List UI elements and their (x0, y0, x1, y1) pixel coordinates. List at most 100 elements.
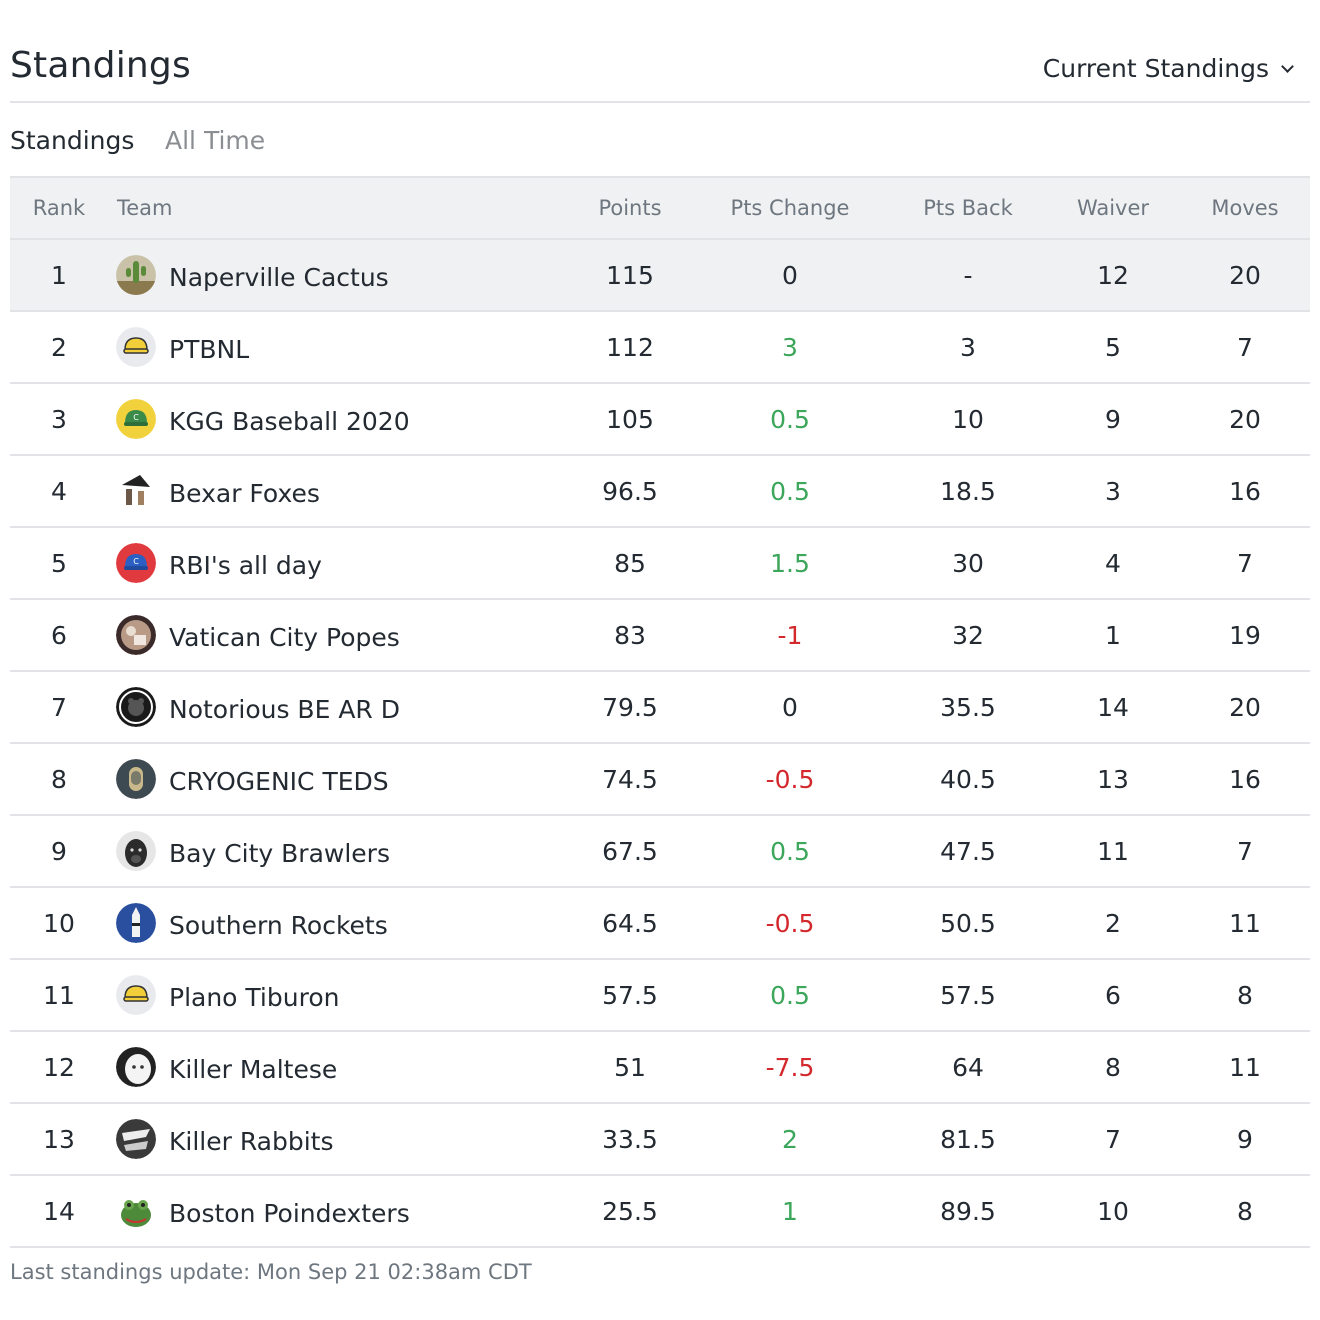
waiver-cell: 4 (1105, 548, 1121, 578)
pts-change-cell: 1 (782, 1196, 798, 1226)
table-row[interactable]: 4 Bexar Foxes 96.5 0.5 18.5 3 16 (10, 456, 1310, 528)
team-name-link[interactable]: PTBNL (169, 334, 250, 364)
table-row[interactable]: 5 C RBI's all day 85 1.5 30 4 7 (10, 528, 1310, 600)
table-row[interactable]: 2 PTBNL 112 3 3 5 7 (10, 312, 1310, 384)
rank-cell: 13 (43, 1124, 75, 1154)
team-name-link[interactable]: Plano Tiburon (169, 982, 340, 1012)
team-name-link[interactable]: Bexar Foxes (169, 478, 320, 508)
team-name-link[interactable]: Vatican City Popes (169, 622, 400, 652)
tab-all-time[interactable]: All Time (165, 126, 266, 155)
pts-change-cell: -0.5 (765, 764, 815, 794)
table-row[interactable]: 14 Boston Poindexters 25.5 1 89.5 10 8 (10, 1176, 1310, 1248)
team-name-link[interactable]: CRYOGENIC TEDS (169, 766, 389, 796)
team-cell[interactable]: Southern Rockets (116, 888, 536, 958)
table-body: 1 Naperville Cactus 115 0 - 12 20 2 PTBN… (10, 240, 1310, 1248)
waiver-cell: 13 (1097, 764, 1129, 794)
team-cell[interactable]: C RBI's all day (116, 528, 536, 598)
table-row[interactable]: 3 C KGG Baseball 2020 105 0.5 10 9 20 (10, 384, 1310, 456)
table-row[interactable]: 1 Naperville Cactus 115 0 - 12 20 (10, 240, 1310, 312)
moves-cell: 20 (1229, 692, 1261, 722)
team-cell[interactable]: Killer Rabbits (116, 1104, 536, 1174)
points-cell: 79.5 (602, 692, 658, 722)
pts-back-cell: 3 (960, 332, 976, 362)
waiver-cell: 11 (1097, 836, 1129, 866)
points-cell: 33.5 (602, 1124, 658, 1154)
moves-cell: 9 (1237, 1124, 1253, 1154)
rabbit-team-avatar-icon (116, 1119, 156, 1159)
team-name-link[interactable]: Boston Poindexters (169, 1198, 410, 1228)
table-row[interactable]: 11 Plano Tiburon 57.5 0.5 57.5 6 8 (10, 960, 1310, 1032)
column-header-waiver[interactable]: Waiver (1076, 196, 1150, 220)
table-row[interactable]: 10 Southern Rockets 64.5 -0.5 50.5 2 11 (10, 888, 1310, 960)
yellow-cap-team-avatar-icon (116, 327, 156, 367)
team-cell[interactable]: CRYOGENIC TEDS (116, 744, 536, 814)
moves-cell: 8 (1237, 1196, 1253, 1226)
table-row[interactable]: 8 CRYOGENIC TEDS 74.5 -0.5 40.5 13 16 (10, 744, 1310, 816)
standings-view-dropdown[interactable]: Current Standings (1042, 52, 1294, 86)
pts-change-cell: 2 (782, 1124, 798, 1154)
table-row[interactable]: 12 Killer Maltese 51 -7.5 64 8 11 (10, 1032, 1310, 1104)
points-cell: 64.5 (602, 908, 658, 938)
team-name-link[interactable]: KGG Baseball 2020 (169, 406, 410, 436)
points-cell: 96.5 (602, 476, 658, 506)
rank-cell: 12 (43, 1052, 75, 1082)
pope-team-avatar-icon (116, 615, 156, 655)
pts-change-cell: 0.5 (770, 476, 810, 506)
team-cell[interactable]: Vatican City Popes (116, 600, 536, 670)
waiver-cell: 7 (1105, 1124, 1121, 1154)
waiver-cell: 14 (1097, 692, 1129, 722)
table-row[interactable]: 13 Killer Rabbits 33.5 2 81.5 7 9 (10, 1104, 1310, 1176)
standings-table: Rank Team Points Pts Change Pts Back Wai… (10, 176, 1310, 1248)
team-name-link[interactable]: Killer Rabbits (169, 1126, 334, 1156)
points-cell: 85 (614, 548, 646, 578)
column-header-team[interactable]: Team (117, 196, 173, 220)
team-cell[interactable]: Bay City Brawlers (116, 816, 536, 886)
team-name-link[interactable]: Killer Maltese (169, 1054, 338, 1084)
pts-back-cell: - (963, 260, 973, 290)
waiver-cell: 5 (1105, 332, 1121, 362)
moves-cell: 7 (1237, 332, 1253, 362)
column-header-rank[interactable]: Rank (32, 196, 86, 220)
team-name-link[interactable]: Naperville Cactus (169, 262, 389, 292)
team-cell[interactable]: Bexar Foxes (116, 456, 536, 526)
blue-cap-team-avatar-icon: C (116, 543, 156, 583)
waiver-cell: 1 (1105, 620, 1121, 650)
pts-change-cell: -0.5 (765, 908, 815, 938)
column-header-points[interactable]: Points (598, 196, 662, 220)
team-cell[interactable]: Notorious BE AR D (116, 672, 536, 742)
svg-text:C: C (133, 413, 139, 422)
pts-back-cell: 40.5 (940, 764, 996, 794)
pts-back-cell: 32 (952, 620, 984, 650)
team-cell[interactable]: PTBNL (116, 312, 536, 382)
standings-view-label: Current Standings (1042, 54, 1269, 83)
table-row[interactable]: 9 Bay City Brawlers 67.5 0.5 47.5 11 7 (10, 816, 1310, 888)
column-header-pts-change[interactable]: Pts Change (730, 196, 850, 220)
pts-back-cell: 18.5 (940, 476, 996, 506)
tab-standings[interactable]: Standings (10, 126, 135, 155)
table-row[interactable]: 7 Notorious BE AR D 79.5 0 35.5 14 20 (10, 672, 1310, 744)
moves-cell: 11 (1229, 1052, 1261, 1082)
team-cell[interactable]: C KGG Baseball 2020 (116, 384, 536, 454)
green-cap-team-avatar-icon: C (116, 399, 156, 439)
team-name-link[interactable]: Notorious BE AR D (169, 694, 400, 724)
team-name-link[interactable]: Southern Rockets (169, 910, 388, 940)
team-cell[interactable]: Boston Poindexters (116, 1176, 536, 1246)
column-header-moves[interactable]: Moves (1211, 196, 1279, 220)
pts-change-cell: 0 (782, 260, 798, 290)
team-name-link[interactable]: RBI's all day (169, 550, 322, 580)
waiver-cell: 12 (1097, 260, 1129, 290)
rank-cell: 3 (51, 404, 67, 434)
team-cell[interactable]: Plano Tiburon (116, 960, 536, 1030)
waiver-cell: 6 (1105, 980, 1121, 1010)
pts-change-cell: 3 (782, 332, 798, 362)
cactus-team-avatar-icon (116, 255, 156, 295)
table-row[interactable]: 6 Vatican City Popes 83 -1 32 1 19 (10, 600, 1310, 672)
team-cell[interactable]: Killer Maltese (116, 1032, 536, 1102)
team-name-link[interactable]: Bay City Brawlers (169, 838, 390, 868)
waiver-cell: 8 (1105, 1052, 1121, 1082)
moves-cell: 11 (1229, 908, 1261, 938)
column-header-pts-back[interactable]: Pts Back (923, 196, 1013, 220)
team-cell[interactable]: Naperville Cactus (116, 240, 536, 310)
fox-team-avatar-icon (116, 471, 156, 511)
moves-cell: 7 (1237, 836, 1253, 866)
